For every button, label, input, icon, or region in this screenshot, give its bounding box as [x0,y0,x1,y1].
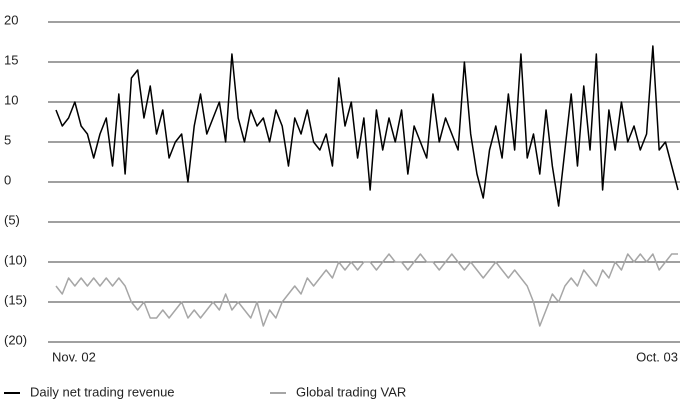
y-tick-label: 15 [4,52,18,67]
y-tick-label: 5 [4,132,11,147]
series-line [55,45,679,207]
y-tick-label: (10) [4,252,27,267]
y-tick-label: 20 [4,12,18,27]
x-tick-label: Nov. 02 [52,349,96,364]
y-tick-label: (5) [4,212,20,227]
y-tick-label: (15) [4,292,27,307]
x-tick-label: Oct. 03 [636,349,678,364]
y-tick-label: (20) [4,332,27,347]
y-tick-label: 10 [4,92,18,107]
series-line [55,253,678,327]
legend-label: Global trading VAR [296,384,406,399]
legend-label: Daily net trading revenue [30,384,175,399]
y-tick-label: 0 [4,172,11,187]
